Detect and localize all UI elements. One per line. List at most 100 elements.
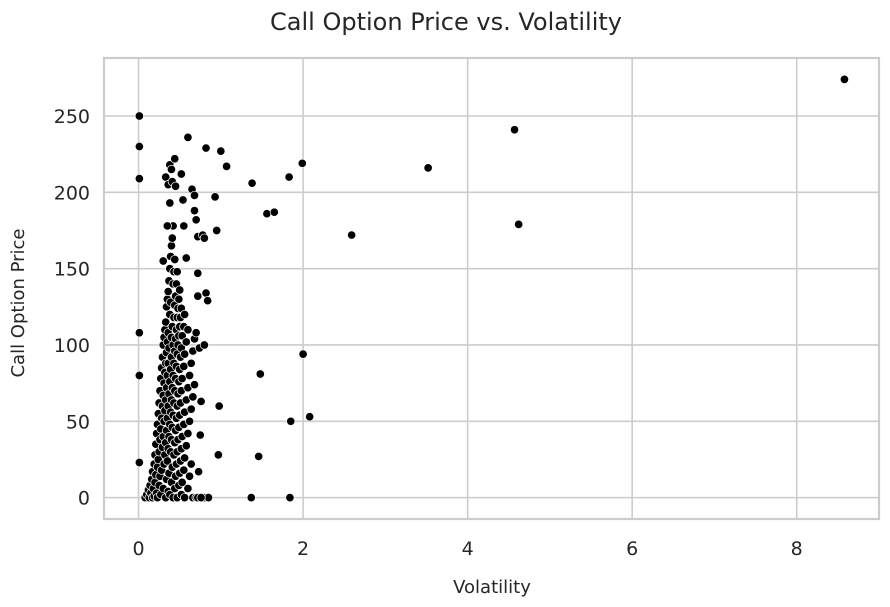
data-point: [179, 465, 189, 475]
data-point: [177, 477, 187, 487]
data-point: [199, 233, 209, 243]
data-point: [191, 328, 201, 338]
data-point: [183, 428, 193, 439]
data-point: [185, 370, 195, 381]
data-point: [214, 401, 224, 411]
data-point: [180, 349, 190, 359]
x-axis-label: Volatility: [453, 577, 531, 598]
data-point: [183, 325, 193, 335]
chart-title: Call Option Price vs. Volatility: [270, 8, 622, 36]
data-point: [246, 493, 256, 503]
data-point: [201, 288, 211, 298]
data-point: [180, 453, 190, 463]
data-point: [134, 457, 144, 468]
data-point: [180, 493, 190, 503]
y-tick-label: 150: [54, 259, 90, 281]
y-axis-label: Call Option Price: [8, 228, 29, 377]
plot-border: [102, 56, 881, 521]
y-tick-label: 250: [54, 106, 90, 128]
data-point: [284, 172, 294, 182]
data-point: [222, 161, 232, 171]
data-point: [170, 154, 180, 164]
data-point: [162, 456, 172, 466]
data-points: [134, 74, 849, 503]
data-point: [163, 287, 173, 297]
x-tick-label: 8: [791, 538, 803, 560]
x-axis-ticks: 0 2 4 6 8: [133, 538, 803, 560]
x-tick-label: 2: [297, 538, 309, 560]
data-point: [509, 125, 520, 135]
data-point: [191, 215, 201, 225]
data-point: [199, 340, 209, 350]
data-point: [175, 285, 185, 295]
data-point: [286, 416, 296, 426]
data-point: [185, 471, 195, 481]
data-point: [181, 441, 191, 451]
data-point: [179, 221, 189, 231]
data-point: [216, 146, 226, 156]
data-point: [170, 254, 180, 265]
data-point: [167, 233, 177, 243]
data-point: [188, 392, 198, 402]
data-point: [174, 294, 184, 304]
grid-lines: [104, 58, 879, 519]
y-tick-label: 0: [78, 488, 90, 510]
data-point: [298, 349, 308, 359]
data-point: [134, 328, 144, 338]
x-tick-label: 4: [462, 538, 474, 560]
data-point: [305, 412, 315, 422]
data-point: [176, 169, 186, 179]
data-point: [189, 190, 200, 200]
data-point: [193, 268, 203, 278]
data-point: [193, 291, 203, 301]
data-point: [189, 206, 200, 216]
data-point: [181, 337, 191, 347]
y-tick-label: 100: [54, 335, 90, 357]
data-point: [194, 467, 204, 477]
data-point: [210, 192, 220, 202]
data-point: [183, 132, 193, 142]
y-axis-ticks: 0 50 100 150 200 250: [54, 106, 90, 510]
data-point: [514, 219, 524, 229]
data-point: [134, 370, 144, 381]
plot-frame: [102, 56, 881, 521]
data-point: [186, 404, 196, 414]
data-point: [269, 207, 279, 217]
x-tick-label: 6: [626, 538, 638, 560]
data-point: [297, 158, 307, 168]
data-point: [195, 430, 205, 440]
data-point: [134, 174, 144, 184]
data-point: [158, 256, 168, 266]
y-tick-label: 200: [54, 182, 90, 204]
data-point: [171, 181, 181, 191]
data-point: [255, 369, 265, 379]
data-point: [180, 309, 190, 320]
data-point: [839, 74, 849, 84]
data-point: [161, 317, 171, 327]
data-point: [185, 416, 195, 426]
plot-background: [104, 58, 879, 519]
data-point: [212, 225, 222, 236]
data-point: [134, 141, 144, 152]
data-point: [166, 164, 177, 174]
data-point: [213, 450, 223, 460]
data-point: [285, 493, 295, 503]
data-point: [172, 267, 182, 277]
data-point: [247, 178, 257, 188]
data-point: [162, 221, 172, 231]
data-point: [186, 459, 196, 469]
data-point: [262, 209, 272, 219]
data-point: [166, 241, 177, 251]
data-point: [134, 111, 144, 121]
data-point: [347, 230, 357, 240]
data-point: [183, 483, 193, 494]
data-point: [165, 198, 175, 208]
x-tick-label: 0: [133, 538, 145, 560]
data-point: [254, 451, 264, 461]
data-point: [196, 396, 206, 407]
data-point: [181, 253, 191, 263]
y-tick-label: 50: [66, 411, 90, 433]
data-point: [186, 358, 196, 368]
data-point: [178, 195, 188, 205]
